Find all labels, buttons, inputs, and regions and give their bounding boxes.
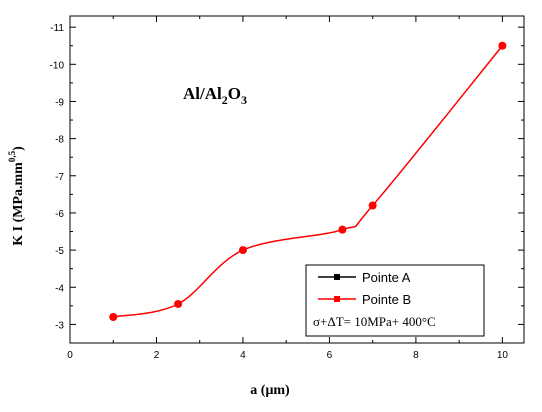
x-axis-title: a (μm) [250,383,290,398]
material-title: Al/Al2O3 [183,84,247,107]
data-point-marker [239,247,246,254]
series-layer [109,41,507,321]
legend-marker-pointe-b [334,296,340,302]
y-tick-label: -7 [55,172,64,183]
material-title-sub-3: 3 [241,93,247,107]
x-tick-label: 0 [67,350,73,361]
legend-annotation: σ+ΔT= 10MPa+ 400°C [313,314,436,329]
x-tick-label: 8 [413,350,419,361]
y-tick-label: -11 [50,23,64,34]
y-tick-label: -10 [50,60,65,71]
material-title-part-c: O [228,84,241,103]
y-axis-title-superscript: 0,5 [7,150,17,162]
legend-label-pointe-a: Pointe A [362,270,411,285]
x-tick-label: 4 [240,350,246,361]
data-point-marker [110,313,117,320]
y-tick-label: -5 [55,246,64,257]
legend-label-pointe-b: Pointe B [362,292,411,307]
y-tick-label: -3 [55,320,64,331]
plot-frame [69,15,525,344]
ticks-layer: 0 2 4 6 8 10 -3 -4 -5 -6 -7 -8 -9 -10 -11 [50,16,524,361]
material-title-part-a: Al/Al [183,84,222,103]
y-tick-label: -4 [55,283,64,294]
data-point-marker [499,42,506,49]
y-axis-title-main: K I (MPa.mm [11,162,26,246]
data-point-marker [175,300,182,307]
x-tick-label: 6 [327,350,333,361]
x-tick-label: 2 [154,350,160,361]
y-tick-label: -8 [55,135,64,146]
y-axis-title: K I (MPa.mm0,5) [7,146,26,246]
x-tick-label: 10 [497,350,509,361]
data-point-marker [339,226,346,233]
legend-marker-pointe-a [334,274,340,280]
data-point-marker [369,202,376,209]
material-title-sub-2: 2 [222,93,228,107]
y-tick-label: -6 [55,209,64,220]
y-tick-label: -9 [55,97,64,108]
legend: Pointe A Pointe B σ+ΔT= 10MPa+ 400°C [305,264,485,337]
y-axis-title-close: ) [11,146,26,151]
